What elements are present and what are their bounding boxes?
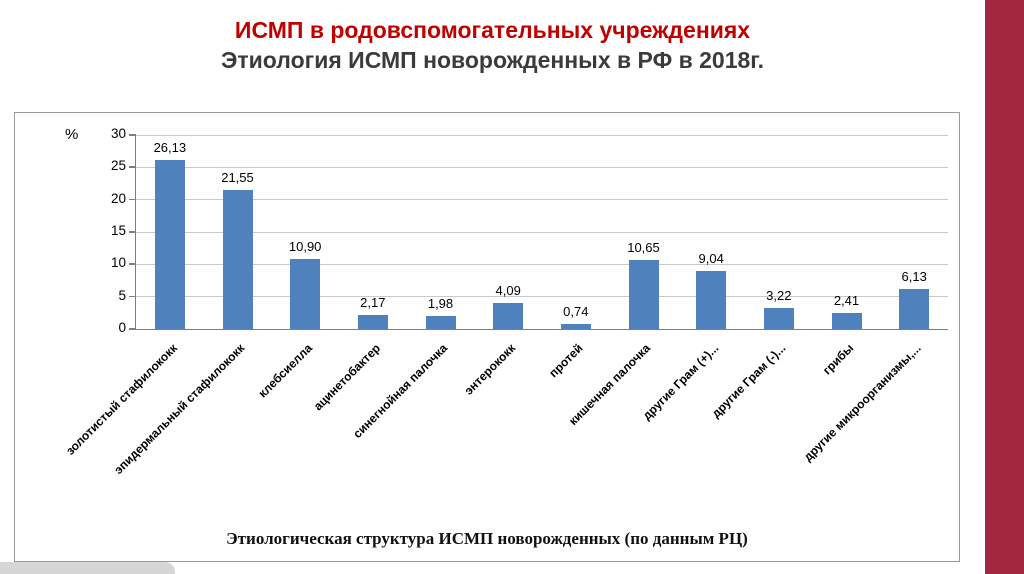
gridline	[136, 134, 948, 136]
bar-value-label: 0,74	[563, 304, 589, 320]
category-label: золотистый стафилококк	[63, 341, 180, 458]
bar-value-label: 6,13	[901, 269, 927, 285]
y-axis-tick	[129, 328, 136, 330]
y-axis-unit-label: %	[65, 126, 79, 143]
category-label: другие Грам (-)...	[709, 341, 789, 421]
y-axis-tick-label: 25	[110, 158, 126, 174]
slide-title: ИСМП в родовспомогательных учреждениях Э…	[0, 16, 985, 76]
bar-value-label: 2,41	[833, 293, 860, 309]
bar	[831, 313, 862, 329]
y-axis-tick-label: 20	[110, 190, 126, 206]
bar-value-label: 10,65	[627, 240, 660, 256]
bar-value-label: 1,98	[427, 296, 454, 312]
bar	[290, 258, 321, 329]
category-label: энтерококк	[461, 341, 519, 398]
y-axis-tick-label: 10	[110, 255, 126, 271]
y-axis-tick	[129, 134, 136, 136]
gridline	[136, 296, 948, 298]
bottom-left-corner-decoration	[0, 562, 175, 574]
bar	[425, 316, 456, 329]
plot-area: 0 5 10 15 20 25 30 26,13 золотистый стафилококк 2…	[63, 126, 948, 477]
gridline	[136, 199, 948, 201]
title-line-2: Этиология ИСМП новорожденных в РФ в 2018…	[221, 46, 764, 73]
category-label: ацинетобактер	[310, 341, 383, 414]
bar	[628, 260, 659, 329]
y-axis-tick-label: 5	[118, 287, 126, 303]
bar-value-label: 4,09	[495, 282, 521, 298]
bar	[560, 324, 591, 329]
y-axis-tick-label: 30	[110, 126, 126, 141]
title-line-1: ИСМП в родовспомогательных учреждениях	[234, 17, 751, 43]
chart-caption: Этиологическая структура ИСМП новорожден…	[226, 529, 748, 548]
gridline	[136, 231, 948, 233]
category-label: клебсиелла	[255, 341, 316, 401]
bar	[357, 314, 388, 329]
y-axis-tick-label: 15	[110, 223, 126, 238]
bar-value-label: 21,55	[221, 169, 254, 185]
bar-value-label: 2,17	[360, 294, 386, 310]
y-axis-tick-label: 0	[118, 320, 126, 335]
y-axis-tick	[129, 231, 136, 233]
category-label: протей	[546, 341, 586, 381]
bar	[696, 270, 727, 329]
y-axis-tick	[129, 295, 136, 298]
y-axis-tick	[129, 166, 136, 168]
gridline	[136, 166, 948, 168]
bar-value-label: 26,13	[153, 140, 187, 156]
bar-value-label: 10,90	[288, 238, 322, 254]
y-axis-tick	[129, 263, 136, 265]
right-accent-stripe	[985, 0, 1024, 574]
y-axis-tick	[129, 198, 136, 201]
category-label: грибы	[820, 341, 857, 378]
category-label: эпидермальный стафилококк	[111, 341, 248, 478]
bar-value-label: 9,04	[698, 250, 724, 266]
bar	[763, 308, 794, 329]
gridline	[136, 263, 948, 265]
bar	[222, 189, 253, 329]
category-label: другие микроорганизмы,...	[801, 341, 925, 464]
chart-frame: % 0 5 10 15 20 25 30 26,13 золотистый стафилокок…	[14, 112, 960, 562]
bar-value-label: 3,22	[766, 288, 792, 304]
bar	[899, 289, 930, 329]
bar	[493, 302, 524, 329]
bar	[154, 160, 185, 329]
